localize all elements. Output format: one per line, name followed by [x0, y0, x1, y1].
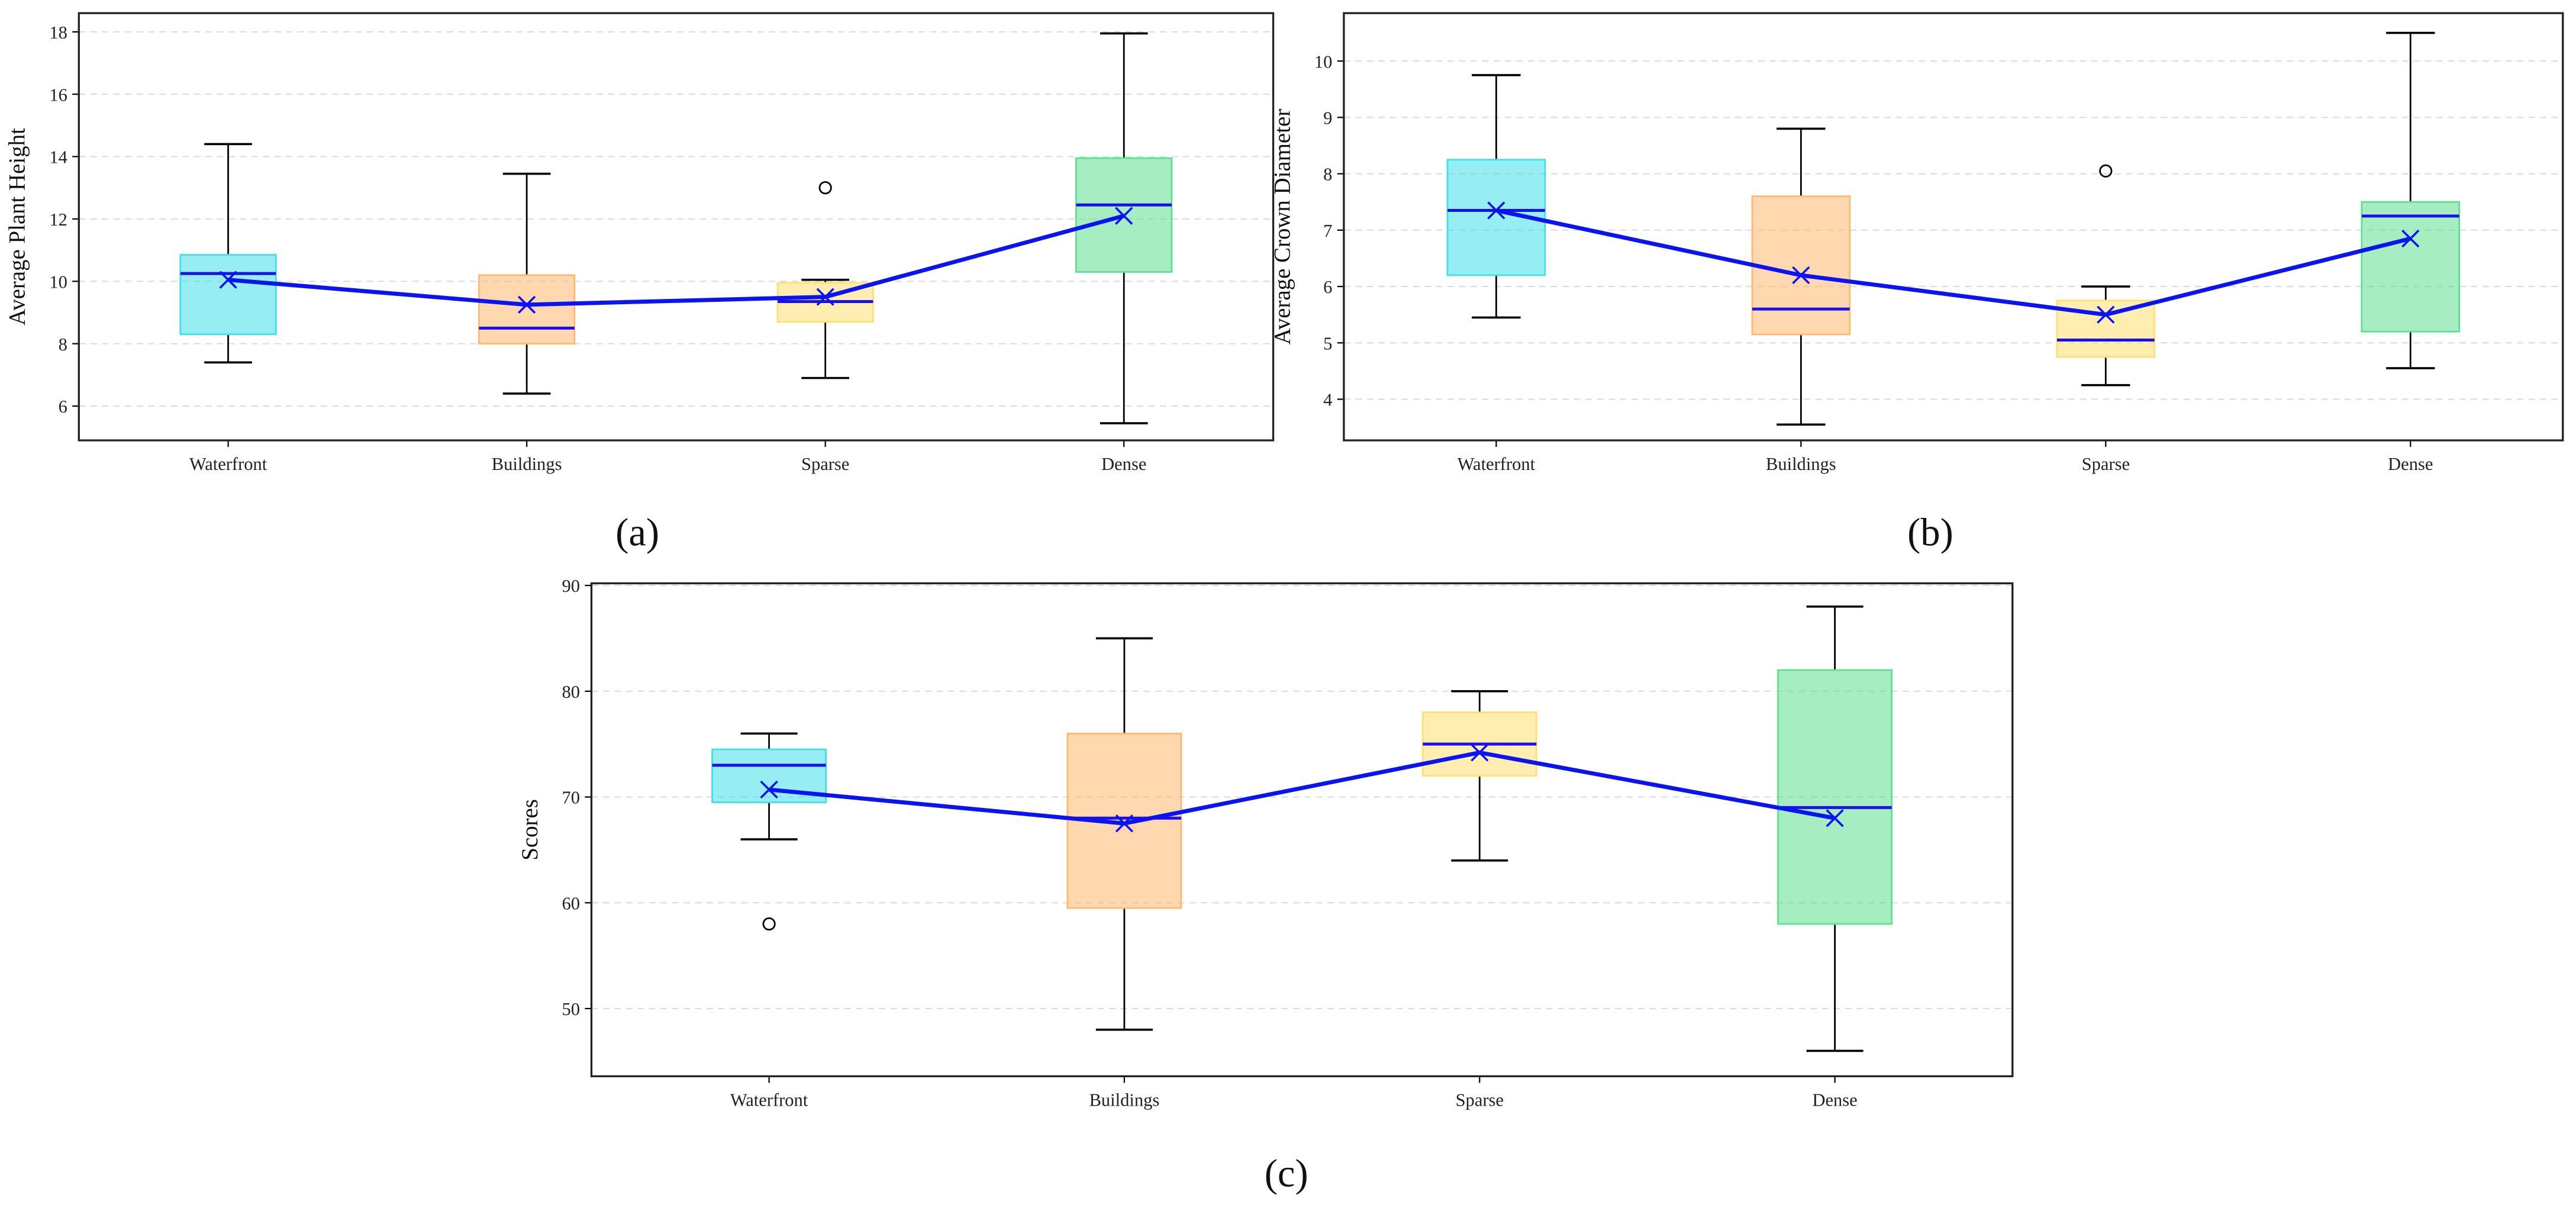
x-tick-label: Buildings	[1089, 1090, 1160, 1110]
y-tick-label: 10	[49, 272, 67, 292]
x-tick-label: Sparse	[2082, 454, 2130, 474]
x-tick-label: Buildings	[1766, 454, 1836, 474]
x-tick-label: Dense	[2388, 454, 2433, 474]
y-tick-label: 8	[59, 334, 67, 355]
mean-marker	[2097, 305, 2115, 324]
box-waterfront	[711, 732, 827, 931]
box-dense	[1075, 32, 1173, 424]
mean-marker	[1487, 201, 1505, 220]
box-iqr	[179, 254, 277, 336]
chart-panel-1: 4 5 6 7 8 9 10 Waterfront Buildings Sparse Dense Av…	[1269, 12, 2564, 555]
axes-frame	[78, 12, 1275, 442]
box-sparse	[2056, 164, 2156, 387]
y-tick-label: 6	[59, 397, 67, 417]
box-waterfront	[179, 143, 277, 364]
box-sparse	[1421, 690, 1537, 862]
chart-panel-0: 6 8 10 12 14 16 18 Waterfront Buildings Sparse Den…	[5, 12, 1275, 555]
y-tick-label: 14	[49, 147, 67, 168]
y-tick-label: 12	[49, 210, 67, 230]
box-iqr	[1751, 195, 1851, 336]
mean-marker	[1115, 207, 1133, 225]
y-tick-label: 60	[562, 893, 580, 913]
y-axis-label: Scores	[517, 799, 543, 861]
y-tick-label: 18	[49, 22, 67, 43]
y-tick-label: 16	[49, 85, 67, 105]
mean-marker	[1471, 743, 1489, 762]
x-tick-label: Buildings	[492, 454, 562, 474]
mean-marker	[1792, 266, 1810, 285]
mean-marker	[2401, 229, 2420, 248]
x-tick-label: Dense	[1101, 454, 1146, 474]
box-sparse	[776, 181, 874, 379]
panel-label: (c)	[1265, 1152, 1308, 1195]
y-tick-label: 9	[1323, 108, 1332, 128]
axes-frame	[590, 582, 2014, 1078]
y-tick-label: 80	[562, 682, 580, 702]
mean-marker	[219, 270, 237, 289]
outlier-point	[2099, 164, 2113, 178]
y-tick-label: 90	[562, 576, 580, 596]
panel-label: (a)	[615, 511, 659, 555]
y-tick-label: 10	[1314, 51, 1333, 72]
chart-panel-2: 50 60 70 80 90 Waterfront Buildings Sparse Dense…	[517, 576, 2014, 1195]
mean-marker	[517, 295, 536, 314]
outlier-point	[762, 917, 776, 931]
axes-frame	[1343, 12, 2564, 442]
mean-line	[769, 750, 1836, 826]
box-buildings	[478, 172, 576, 395]
y-axis-label: Average Plant Height	[5, 128, 30, 326]
box-waterfront	[1446, 74, 1546, 319]
y-tick-label: 70	[562, 788, 580, 808]
y-tick-label: 8	[1323, 165, 1332, 185]
mean-marker	[816, 288, 834, 306]
mean-marker	[1115, 814, 1134, 833]
box-iqr	[1777, 669, 1893, 925]
y-tick-label: 7	[1323, 221, 1332, 241]
box-buildings	[1751, 127, 1851, 426]
y-tick-label: 50	[562, 999, 580, 1019]
x-tick-label: Waterfront	[189, 454, 267, 474]
mean-line	[1495, 208, 2411, 317]
y-axis-label: Average Crown Diameter	[1269, 109, 1295, 345]
y-tick-label: 4	[1323, 390, 1332, 410]
x-tick-label: Dense	[1812, 1090, 1857, 1110]
x-tick-label: Sparse	[801, 454, 849, 474]
box-iqr	[2361, 201, 2461, 333]
x-tick-label: Sparse	[1456, 1090, 1504, 1110]
box-iqr	[478, 274, 576, 345]
y-tick-label: 5	[1323, 333, 1332, 353]
mean-line	[228, 214, 1125, 307]
box-dense	[2361, 31, 2461, 369]
y-tick-label: 6	[1323, 277, 1332, 297]
x-tick-label: Waterfront	[730, 1090, 808, 1110]
outlier-point	[818, 181, 832, 195]
mean-marker	[1826, 809, 1844, 827]
box-buildings	[1066, 637, 1182, 1031]
x-tick-label: Waterfront	[1458, 454, 1536, 474]
box-dense	[1777, 606, 1893, 1052]
panel-label: (b)	[1907, 511, 1953, 555]
box-iqr	[1446, 159, 1546, 276]
mean-marker	[760, 780, 778, 799]
